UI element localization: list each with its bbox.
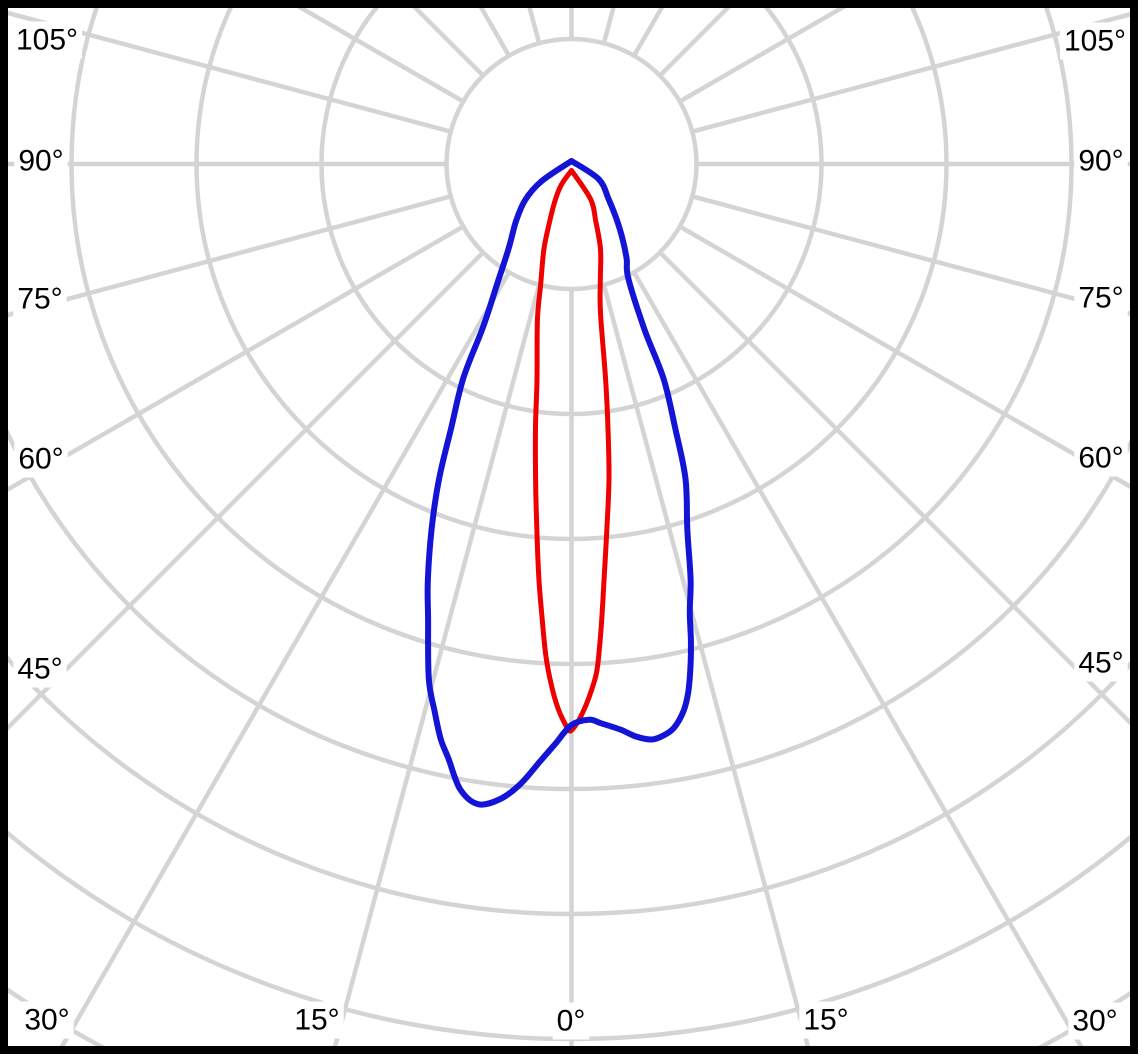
grid-radial [678,224,1134,492]
grid-radial [8,224,465,492]
grid-radial [8,194,452,318]
angle-label-backing [13,650,67,688]
angle-label-backing [1074,142,1128,180]
grid-radial [8,250,485,731]
angle-label: 15° [294,1004,339,1037]
angle-labels: 105° 105° 90° 90° 75° 75° 60° 60° 45° 45° 30° 15° 0°… [11,21,1131,1040]
angle-label-backing [1074,644,1128,682]
angle-label: 15° [803,1004,848,1037]
angle-label-backing [14,142,68,180]
angle-label: 45° [1078,647,1123,680]
angle-label: 30° [1072,1005,1117,1038]
angle-label-backing [11,21,83,59]
angle-label: 75° [17,283,62,316]
angle-label-backing [14,440,68,478]
angle-label-backing [1074,439,1128,477]
grid-radial [8,10,452,134]
angle-label: 105° [16,24,78,57]
angle-label: 45° [17,653,62,686]
angle-label-backing [1059,22,1131,60]
angle-label: 90° [1078,145,1123,178]
angle-label: 90° [18,145,63,178]
grid-radial [632,271,1088,1054]
angle-label-backing [13,280,67,318]
grid-radial [691,194,1134,318]
angle-label: 60° [1078,442,1123,475]
angle-label: 75° [1078,282,1123,315]
angle-label: 30° [24,1004,69,1037]
angle-label-backing [799,1001,853,1039]
grid-radial [691,10,1134,134]
angle-label-backing [552,1002,590,1040]
angle-label: 105° [1064,25,1126,58]
grid-radial [330,284,542,1054]
angle-label-backing [20,1001,74,1039]
angle-label-backing [290,1001,344,1039]
angle-label: 0° [557,1005,586,1038]
grid-radial [658,250,1134,730]
angle-label: 60° [18,443,63,476]
angle-label-backing [1068,1002,1122,1040]
grid-radial [55,271,511,1054]
grid-radial [601,284,813,1054]
curve-blue [424,158,694,808]
angle-label-backing [1074,279,1128,317]
